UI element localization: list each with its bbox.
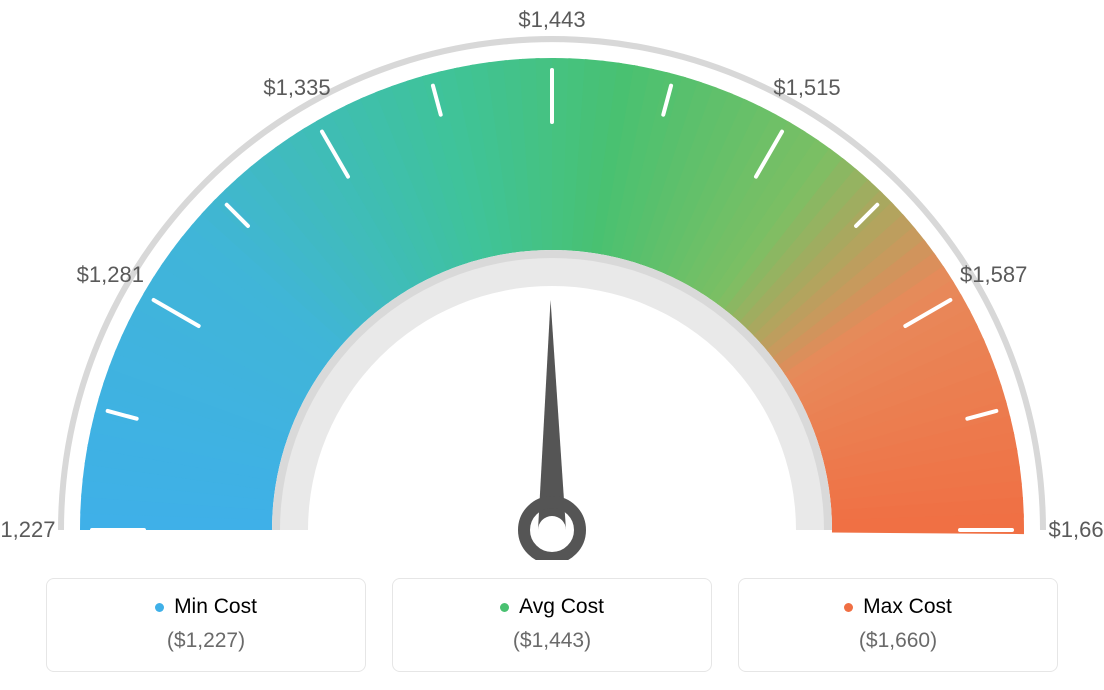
max-cost-label: Max Cost [863, 595, 952, 619]
avg-cost-label: Avg Cost [519, 595, 604, 619]
gauge-tick-label: $1,281 [77, 262, 144, 288]
avg-cost-card: Avg Cost ($1,443) [392, 578, 712, 672]
gauge-tick-label: $1,227 [0, 517, 55, 543]
min-cost-label: Min Cost [174, 595, 257, 619]
gauge-tick-label: $1,587 [960, 262, 1027, 288]
summary-cards: Min Cost ($1,227) Avg Cost ($1,443) Max … [0, 578, 1104, 672]
max-cost-value: ($1,660) [759, 629, 1037, 653]
avg-cost-value: ($1,443) [413, 629, 691, 653]
gauge-tick-label: $1,660 [1049, 517, 1104, 543]
dot-icon [844, 603, 853, 612]
dot-icon [155, 603, 164, 612]
max-cost-title: Max Cost [759, 595, 1037, 619]
dot-icon [500, 603, 509, 612]
min-cost-title: Min Cost [67, 595, 345, 619]
gauge-tick-label: $1,515 [773, 75, 840, 101]
gauge-chart: $1,227 $1,281 $1,335 $1,443 $1,515 $1,587 $1,6… [0, 0, 1104, 560]
min-cost-value: ($1,227) [67, 629, 345, 653]
min-cost-card: Min Cost ($1,227) [46, 578, 366, 672]
gauge-svg [0, 0, 1104, 560]
avg-cost-title: Avg Cost [413, 595, 691, 619]
gauge-tick-label: $1,335 [263, 75, 330, 101]
max-cost-card: Max Cost ($1,660) [738, 578, 1058, 672]
gauge-tick-label: $1,443 [518, 7, 585, 33]
